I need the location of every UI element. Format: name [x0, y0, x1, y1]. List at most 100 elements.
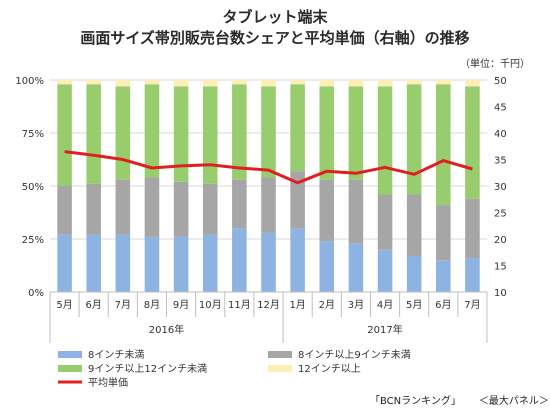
unit-label: （単位：千円）	[460, 59, 530, 70]
bar-segment-series-0	[232, 228, 247, 292]
right-tick-label: 10	[494, 288, 507, 299]
legend-label: 12インチ以上	[298, 363, 361, 375]
legend-swatch	[58, 365, 82, 372]
legend-swatch	[268, 351, 292, 358]
chart-title-line1: タブレット端末	[222, 8, 328, 26]
category-label: 2月	[319, 299, 335, 311]
bar-segment-series-1	[202, 183, 218, 235]
left-tick-label: 25%	[22, 235, 44, 246]
bar-segment-series-3	[202, 80, 218, 87]
bar-segment-series-0	[202, 234, 218, 292]
category-label: 5月	[56, 299, 72, 311]
legend-label: 9インチ以上12インチ未満	[88, 363, 207, 375]
category-label: 4月	[377, 299, 393, 311]
category-label: 3月	[348, 299, 364, 311]
bar-segment-series-0	[115, 234, 131, 292]
bar-segment-series-3	[319, 80, 335, 87]
bar-segment-series-3	[261, 80, 276, 87]
bar-segment-series-2	[261, 86, 276, 178]
bar-segment-series-2	[406, 84, 422, 195]
bar-segment-series-2	[290, 84, 305, 172]
legend-label: 8インチ未満	[88, 349, 144, 361]
bar-segment-series-1	[86, 183, 101, 235]
right-tick-label: 15	[494, 262, 507, 273]
year-label: 2016年	[149, 323, 184, 336]
category-label: 6月	[86, 299, 102, 311]
bar-segment-series-0	[86, 234, 101, 292]
bar-segment-series-1	[436, 205, 451, 261]
bar-segment-series-2	[115, 86, 131, 180]
bar-segment-series-0	[465, 258, 480, 292]
category-label: 11月	[228, 299, 251, 311]
bar-segment-series-0	[319, 241, 335, 292]
bar-segment-series-1	[406, 194, 422, 256]
source-footer: 「BCNランキング」 ＜最大パネル＞	[370, 392, 550, 407]
bar-segment-series-3	[173, 80, 189, 87]
bar-segment-series-3	[232, 80, 247, 85]
category-label: 12月	[257, 299, 280, 311]
bar-segment-series-3	[57, 80, 72, 85]
bar-segment-series-2	[144, 84, 160, 178]
bar-segment-series-1	[319, 179, 335, 242]
bar-segment-series-2	[202, 86, 218, 184]
bar-segment-series-1	[232, 179, 247, 229]
bar-segment-series-0	[144, 236, 160, 292]
category-label: 10月	[199, 299, 222, 311]
bar-segment-series-0	[261, 232, 276, 292]
bar-segment-series-2	[465, 86, 480, 199]
bar-segment-series-1	[290, 171, 305, 229]
bar-segment-series-1	[57, 186, 72, 235]
category-label: 9月	[173, 299, 189, 311]
bar-segment-series-2	[232, 84, 247, 180]
bar-segment-series-0	[173, 236, 189, 292]
right-tick-label: 50	[494, 76, 507, 87]
bar-segment-series-0	[290, 228, 305, 292]
bar-segment-series-2	[86, 84, 101, 184]
left-tick-label: 50%	[22, 182, 44, 193]
bar-segment-series-2	[348, 86, 364, 180]
bar-segment-series-3	[377, 80, 393, 87]
left-tick-label: 0%	[28, 288, 44, 299]
legend-swatch	[58, 351, 82, 358]
bar-segment-series-3	[436, 80, 451, 85]
bar-segment-series-2	[57, 84, 72, 186]
bar-segment-series-1	[261, 177, 276, 233]
bar-segment-series-3	[406, 80, 422, 85]
legend-label: 8インチ以上9インチ未満	[298, 349, 411, 361]
right-tick-label: 40	[494, 129, 507, 140]
bar-segment-series-1	[115, 179, 131, 235]
left-tick-label: 100%	[15, 76, 44, 87]
bar-segment-series-0	[348, 243, 364, 292]
category-label: 1月	[289, 299, 305, 311]
bar-segment-series-3	[465, 80, 480, 87]
bar-segment-series-1	[144, 177, 160, 237]
legend-swatch	[268, 365, 292, 372]
avg-price-line	[64, 150, 473, 185]
right-tick-label: 25	[494, 209, 507, 220]
bar-segment-series-1	[377, 194, 393, 250]
source-label: 「BCNランキング」	[370, 396, 461, 407]
year-label: 2017年	[367, 323, 402, 336]
category-label: 6月	[435, 299, 451, 311]
chart-title-line2: 画面サイズ帯別販売台数シェアと平均単価（右軸）の推移	[80, 29, 470, 47]
bar-segment-series-3	[144, 80, 160, 85]
bar-segment-series-0	[57, 234, 72, 292]
bar-segment-series-1	[348, 179, 364, 244]
bar-segment-series-3	[290, 80, 305, 85]
right-tick-label: 20	[494, 235, 507, 246]
bar-segment-series-0	[406, 255, 422, 292]
bar-segment-series-1	[465, 198, 480, 259]
category-label: 5月	[406, 299, 422, 311]
bar-segment-series-2	[377, 86, 393, 195]
bar-segment-series-3	[115, 80, 131, 87]
bar-segment-series-0	[377, 249, 393, 292]
bar-segment-series-2	[319, 86, 335, 180]
scope-label: ＜最大パネル＞	[478, 396, 549, 407]
right-tick-label: 30	[494, 182, 507, 193]
bar-segment-series-3	[86, 80, 101, 85]
bar-segment-series-0	[436, 260, 451, 292]
bar-segment-series-3	[348, 80, 364, 87]
category-label: 7月	[115, 299, 131, 311]
bar-segment-series-2	[173, 86, 189, 182]
category-label: 7月	[464, 299, 480, 311]
